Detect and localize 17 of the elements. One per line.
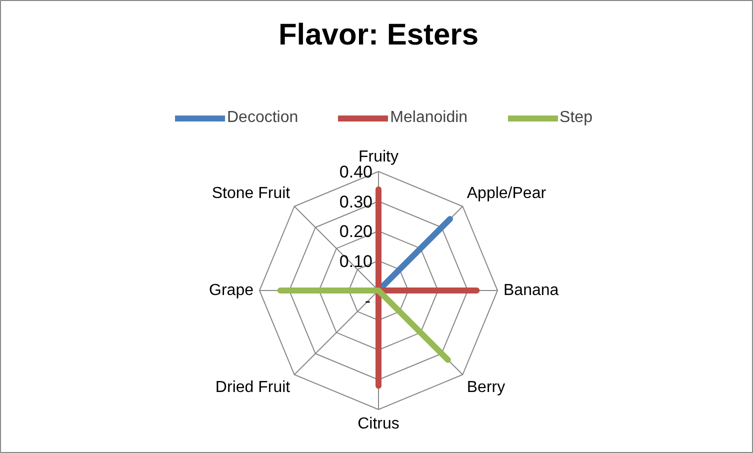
spoke-label: Banana — [504, 282, 559, 299]
y-tick-label: 0.40 — [339, 162, 373, 182]
legend-label: Decoction — [227, 109, 298, 127]
spoke-label: Berry — [466, 378, 506, 396]
legend-label: Step — [560, 109, 592, 127]
y-tick-label: 0.30 — [339, 192, 373, 212]
spoke-label: Fruity — [358, 148, 398, 166]
legend-label: Melanoidin — [390, 109, 468, 127]
spoke-label: Dried Fruit — [215, 378, 291, 396]
y-tick-label: 0.10 — [339, 252, 373, 271]
chart-title: Flavor: Esters — [278, 18, 479, 52]
spoke-label: Stone Fruit — [212, 185, 291, 202]
spoke-label: Citrus — [358, 416, 400, 432]
spoke-label: Grape — [209, 282, 254, 299]
y-tick-label: 0.20 — [339, 222, 373, 241]
y-tick-label: - — [364, 292, 371, 310]
spoke-label: Apple/Pear — [466, 185, 547, 202]
